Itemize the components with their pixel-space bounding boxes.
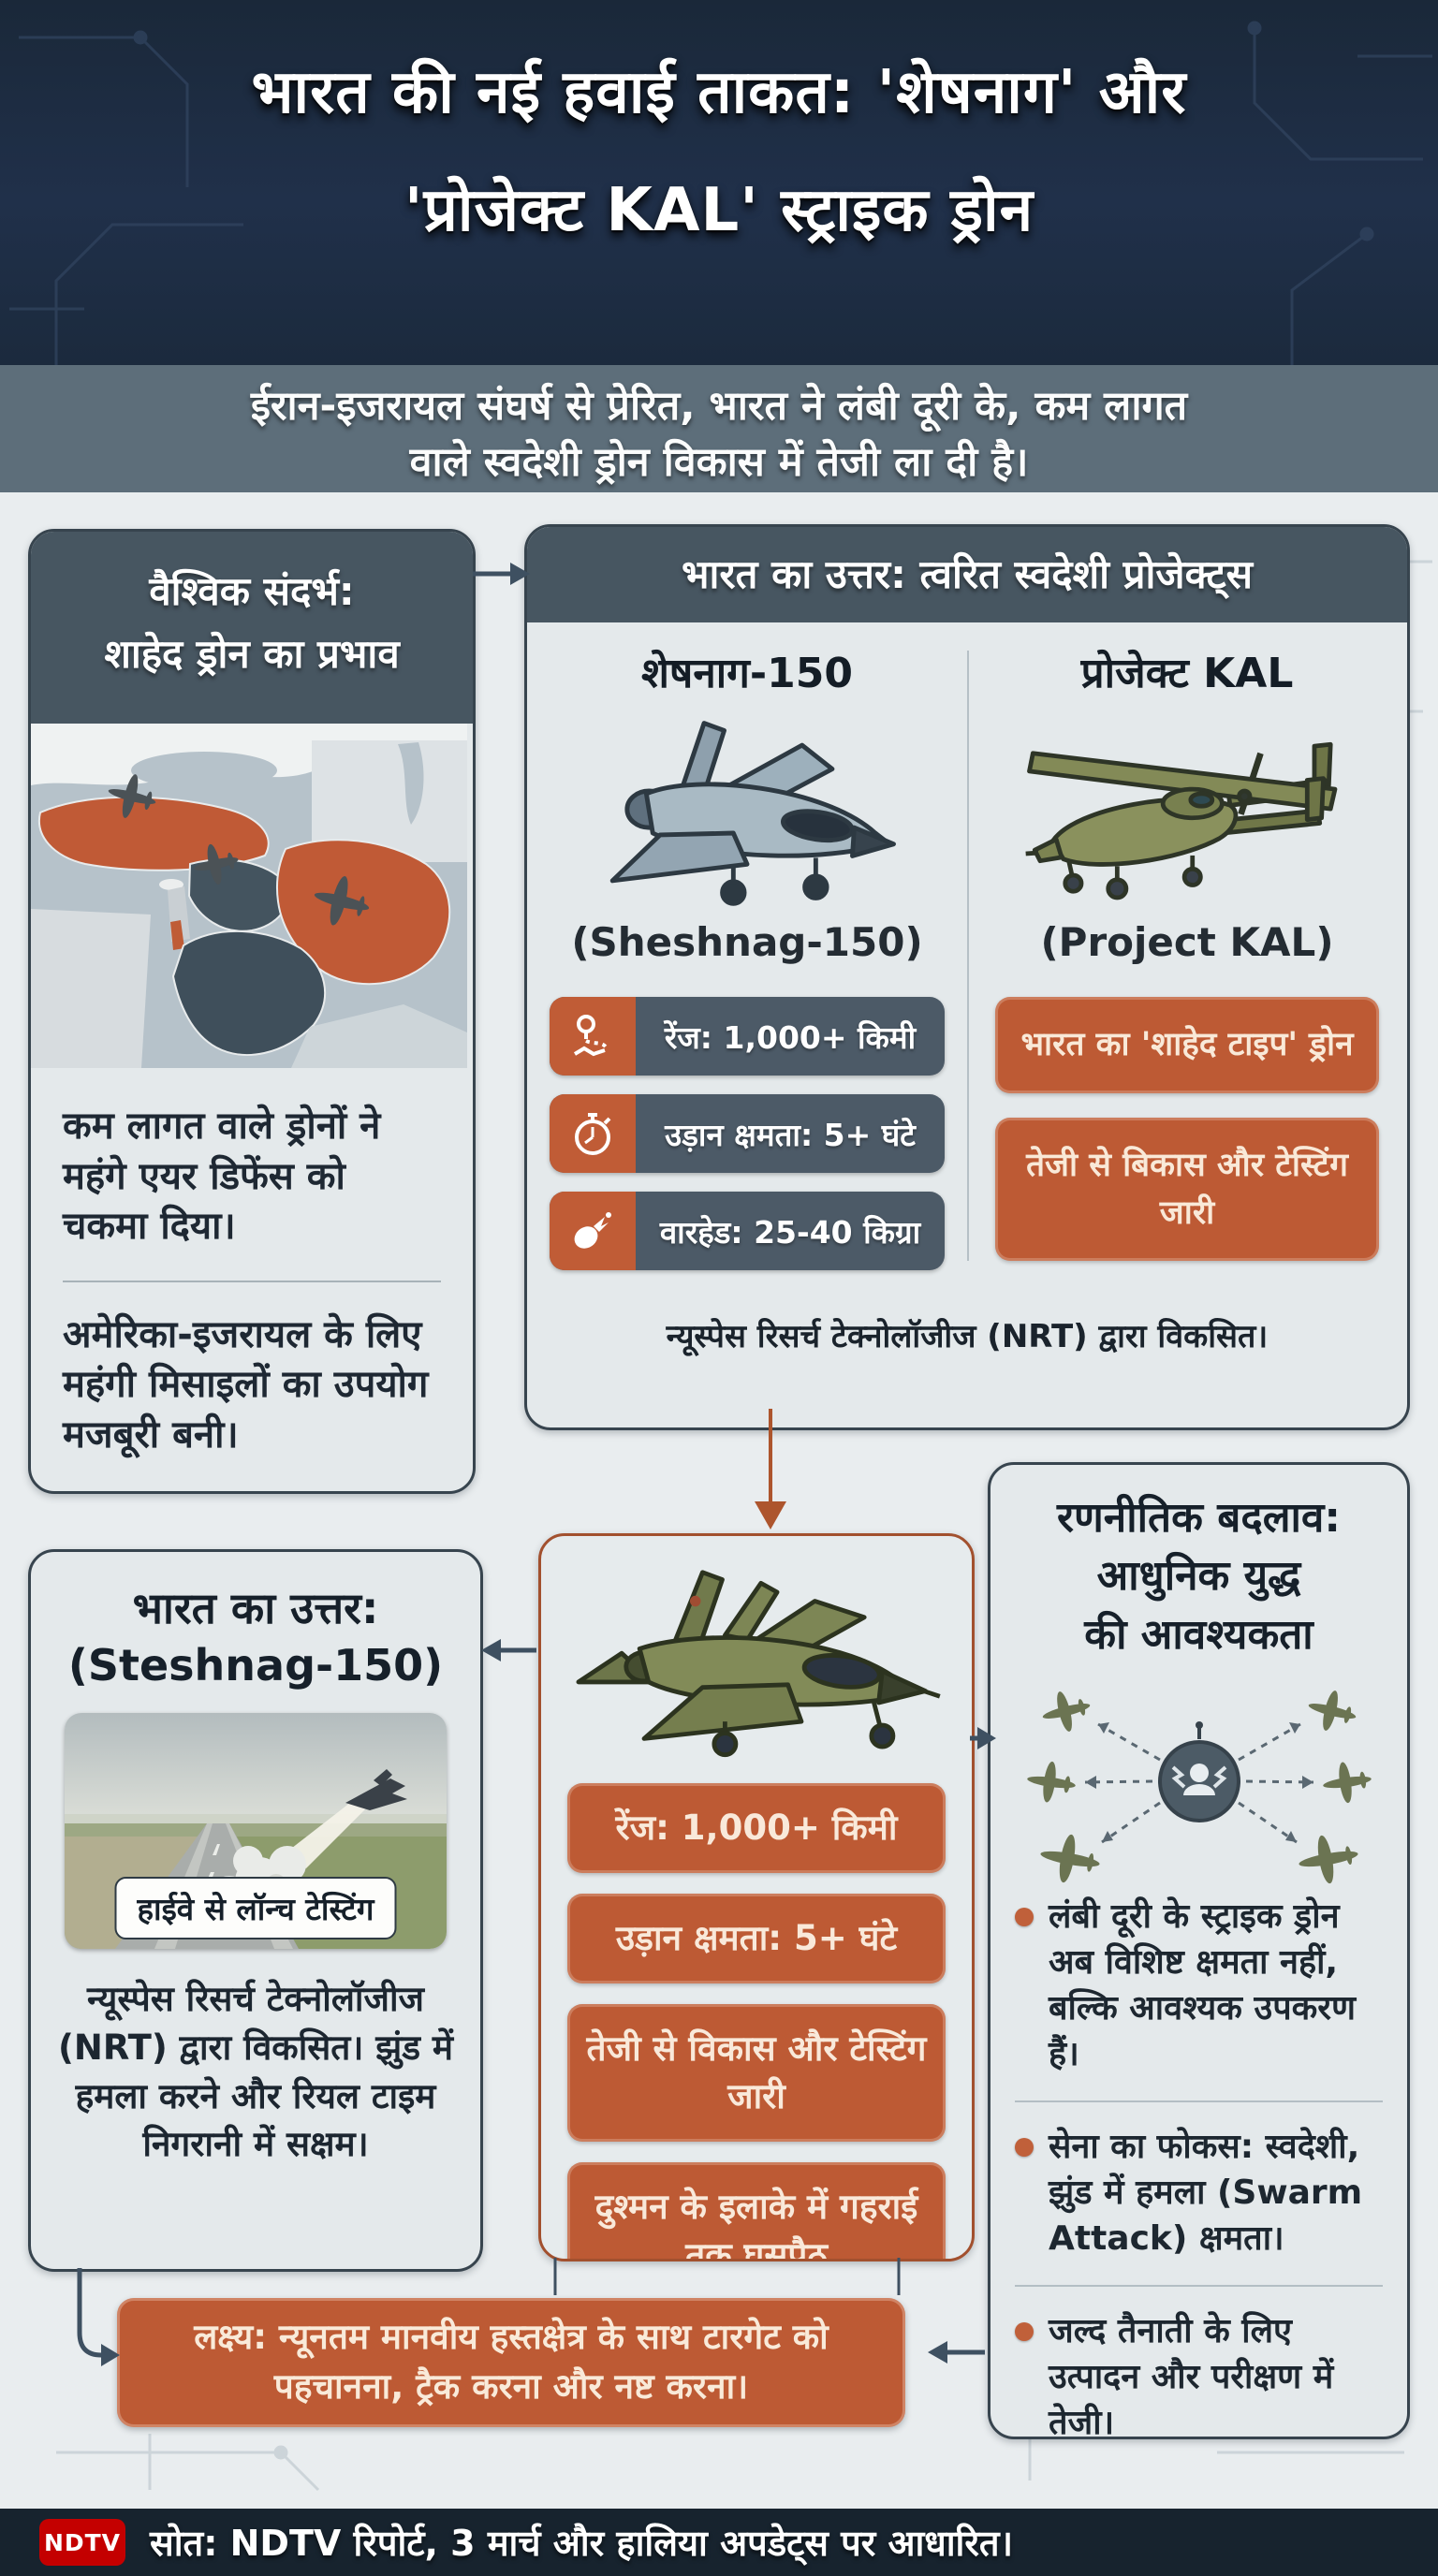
goal-text: लक्ष्य: न्यूनतम मानवीय हस्तक्षेत्र के सा… <box>194 2317 829 2407</box>
kal-name-en: (Project KAL) <box>1040 919 1334 965</box>
subtitle-line1: ईरान-इजरायल संघर्ष से प्रेरित, भारत ने ल… <box>250 383 1188 430</box>
footer: NDTV सोत: NDTV रिपोर्ट, 3 मार्च और हालिय… <box>0 2509 1438 2576</box>
map-drone-icons <box>108 774 370 926</box>
subtitle-line2: वाले स्वदेशी ड्रोन विकास में तेजी ला दी … <box>409 439 1029 486</box>
kal-point-2: तेजी से बिकास और टेस्टिंग जारी <box>995 1117 1379 1262</box>
sheshnag-specs: रेंज: 1,000+ किमी उड़ान क्षमता: 5+ घंटे <box>527 997 967 1270</box>
photo-caption: हाईवे से लॉन्च टेस्टिंग <box>114 1877 397 1939</box>
goal-banner: लक्ष्य: न्यूनतम मानवीय हस्तक्षेत्र के सा… <box>117 2298 905 2427</box>
steshnag-panel: भारत का उत्तर: (Steshnag-150) <box>28 1549 483 2272</box>
divider <box>1015 2100 1383 2103</box>
india-response-title: भारत का उत्तर: त्वरित स्वदेशी प्रोजेक्ट्… <box>527 527 1407 622</box>
center-pill-penetration: दुश्मन के इलाके में गहराई तक घुसपैठ <box>567 2162 946 2259</box>
divider <box>1015 2285 1383 2288</box>
global-context-title-line1: वैश्विक संदर्भ: <box>149 568 355 614</box>
steshnag-title-line1: भारत का उत्तर: <box>132 1583 379 1633</box>
sheshnag-drone-image <box>609 721 896 906</box>
kal-point-1: भारत का 'शाहेद टाइप' ड्रोन <box>995 997 1379 1093</box>
developer-note: न्यूस्पेस रिसर्च टेक्नोलॉजीज (NRT) द्वार… <box>666 1318 1269 1355</box>
divider <box>967 651 969 1261</box>
bomb-icon <box>550 1192 636 1270</box>
strategic-title-line1: रणनीतिक बदलाव: <box>1057 1494 1341 1542</box>
page-title-line1: भारत की नई हवाई ताकत: 'शेषनाग' और <box>251 58 1187 127</box>
launching-drone-silhouette <box>345 1769 407 1810</box>
bullet-dot-icon <box>1015 2322 1034 2342</box>
global-context-title: वैश्विक संदर्भ: शाहेद ड्रोन का प्रभाव <box>31 532 473 724</box>
strategic-title-line2: आधुनिक युद्ध <box>1096 1552 1301 1601</box>
divider <box>63 1280 441 1282</box>
stopwatch-icon <box>550 1094 636 1173</box>
global-context-panel: वैश्विक संदर्भ: शाहेद ड्रोन का प्रभाव <box>28 529 476 1494</box>
swarm-control-diagram <box>1026 1690 1372 1884</box>
global-context-title-line2: शाहेद ड्रोन का प्रभाव <box>104 631 400 678</box>
spec-range: रेंज: 1,000+ किमी <box>550 997 945 1076</box>
middle-east-map-image <box>31 724 467 1068</box>
ndtv-logo: NDTV <box>39 2519 125 2566</box>
steshnag-title-line2: (Steshnag-150) <box>67 1640 444 1690</box>
sheshnag-name-en: (Sheshnag-150) <box>571 919 923 965</box>
global-context-paragraph-1: कम लागत वाले ड्रोनों ने महंगे एयर डिफेंस… <box>63 1105 381 1249</box>
bullet-dot-icon <box>1015 1908 1034 1927</box>
strategic-bullet-2: सेना का फोकस: स्वदेशी, झुंड में हमला (Sw… <box>1015 2125 1383 2262</box>
strategic-bullet-1: लंबी दूरी के स्ट्राइक ड्रोन अब विशिष्ट क… <box>1015 1895 1383 2078</box>
steshnag-paragraph: न्यूस्पेस रिसर्च टेक्नोलॉजीज (NRT) द्वार… <box>57 1979 454 2165</box>
project-kal-drone-image <box>1025 741 1338 900</box>
highway-launch-photo: हाईवे से लॉन्च टेस्टिंग <box>65 1713 447 1949</box>
center-pill-range: रेंज: 1,000+ किमी <box>567 1783 946 1873</box>
kal-name: प्रोजेक्ट KAL <box>1080 650 1294 697</box>
header: भारत की नई हवाई ताकत: 'शेषनाग' और 'प्रोज… <box>0 0 1438 365</box>
strategic-bullets: लंबी दूरी के स्ट्राइक ड्रोन अब विशिष्ट क… <box>1015 1895 1383 2437</box>
india-response-panel: भारत का उत्तर: त्वरित स्वदेशी प्रोजेक्ट्… <box>524 524 1410 1430</box>
subtitle-band: ईरान-इजरायल संघर्ष से प्रेरित, भारत ने ल… <box>0 365 1438 492</box>
spec-warhead: वारहेड: 25-40 किग्रा <box>550 1192 945 1270</box>
strategic-bullet-3: जल्द तैनाती के लिए उत्पादन और परीक्षण मे… <box>1015 2309 1383 2437</box>
page-title-line2: 'प्रोजेक्ट KAL' स्ट्राइक ड्रोन <box>404 176 1034 245</box>
center-pill-endurance: उड़ान क्षमता: 5+ घंटे <box>567 1893 946 1983</box>
center-drone-panel: रेंज: 1,000+ किमी उड़ान क्षमता: 5+ घंटे … <box>538 1533 975 2261</box>
strategic-title-line3: की आवश्यकता <box>1084 1610 1313 1659</box>
route-pin-icon <box>550 997 636 1076</box>
sheshnag-name: शेषनाग-150 <box>640 650 854 697</box>
source-text: सोत: NDTV रिपोर्ट, 3 मार्च और हालिया अपड… <box>150 2523 1013 2564</box>
swarm-drone-icons <box>1026 1690 1372 1884</box>
spec-endurance: उड़ान क्षमता: 5+ घंटे <box>550 1094 945 1173</box>
bullet-dot-icon <box>1015 2138 1034 2158</box>
project-kal-column: प्रोजेक्ट KAL <box>967 622 1407 1289</box>
spec-range-label: रेंज: 1,000+ किमी <box>664 1018 917 1056</box>
spec-warhead-label: वारहेड: 25-40 किग्रा <box>659 1213 921 1251</box>
global-context-paragraph-2: अमेरिका-इजरायल के लिए महंगी मिसाइलों का … <box>63 1312 429 1456</box>
center-pill-testing: तेजी से विकास और टेस्टिंग जारी <box>567 2003 946 2143</box>
center-drone-image <box>576 1570 941 1758</box>
strategic-shift-panel: रणनीतिक बदलाव: आधुनिक युद्ध की आवश्यकता <box>988 1462 1410 2439</box>
spec-endurance-label: उड़ान क्षमता: 5+ घंटे <box>665 1116 916 1153</box>
sheshnag-column: शेषनाग-150 <box>527 622 967 1289</box>
